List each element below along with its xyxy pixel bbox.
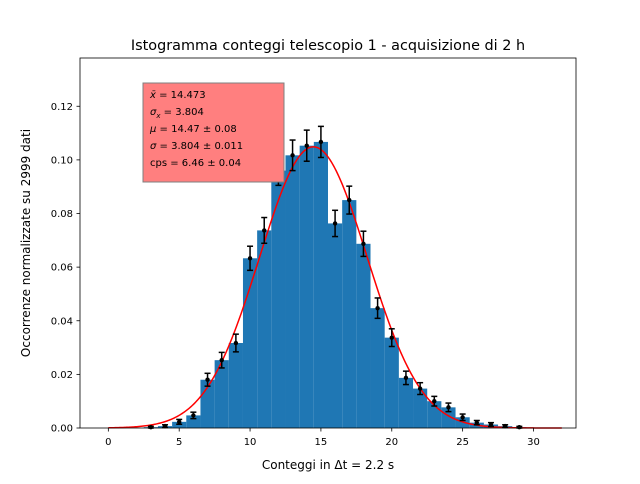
y-tick-label: 0.06 (51, 263, 73, 274)
data-point (474, 420, 479, 425)
stats-box-line: μ = 14.47 ± 0.08 (149, 124, 237, 135)
y-tick-label: 0.00 (51, 424, 73, 435)
stats-value: cps = 6.46 ± 0.04 (150, 158, 241, 169)
data-point (375, 305, 380, 311)
data-point (262, 228, 267, 233)
histogram-bar (242, 258, 258, 428)
x-axis: 0 5 10 15 20 25 30 (105, 428, 540, 448)
x-tick-label: 20 (385, 437, 398, 448)
stats-value: = 3.804 ± 0.011 (156, 141, 243, 152)
y-tick-label: 0.12 (51, 102, 73, 113)
stats-subscript: x (155, 112, 161, 120)
data-point (233, 340, 239, 346)
data-point (460, 415, 465, 420)
y-tick-label: 0.10 (51, 155, 73, 166)
fit-layer (108, 146, 562, 429)
data-point (517, 424, 522, 430)
stats-value: = 14.47 ± 0.08 (156, 124, 236, 135)
data-point (318, 139, 324, 145)
histogram-bar (285, 155, 300, 428)
y-tick-label: 0.02 (51, 370, 73, 381)
histogram-bar (186, 415, 201, 428)
data-point (304, 143, 309, 148)
data-point (247, 256, 253, 261)
plot-area-frame (79, 57, 577, 429)
stats-box-background (142, 82, 285, 183)
data-point (389, 335, 394, 340)
data-point (162, 423, 168, 429)
stats-symbol: σ (150, 141, 157, 152)
histogram-bar (370, 308, 385, 428)
data-point (432, 398, 437, 404)
histogram-bar (413, 388, 428, 428)
histogram-bar (299, 145, 314, 428)
histogram-bar (228, 343, 243, 428)
y-tick-label: 0.04 (51, 316, 73, 327)
histogram-bar (214, 360, 229, 428)
histogram-bar (328, 223, 343, 428)
histogram-bar (313, 141, 328, 428)
histogram-bar (441, 407, 456, 428)
data-point (205, 377, 210, 382)
error-bars-layer (147, 125, 523, 430)
histogram-bar (398, 377, 414, 428)
stats-box-line: σx = 3.804 (150, 107, 204, 120)
chart-title: Istogramma conteggi telescopio 1 - acqui… (131, 38, 525, 54)
data-point (148, 424, 154, 430)
data-point (177, 419, 182, 425)
data-point (502, 423, 508, 429)
y-axis-label: Occorrenze normalizzate su 2999 dati (19, 129, 33, 357)
x-tick-label: 5 (176, 437, 182, 448)
stats-symbol: x̄ (149, 90, 156, 101)
y-tick-label: 0.08 (51, 209, 73, 220)
histogram-bar (342, 200, 357, 428)
histogram-bar (384, 337, 399, 428)
data-point (488, 422, 494, 427)
data-point (361, 241, 366, 247)
histogram-bar (257, 230, 272, 428)
x-tick-label: 25 (456, 437, 469, 448)
stats-box-line: x̄ = 14.473 (149, 90, 206, 101)
x-tick-label: 15 (315, 437, 328, 448)
histogram-bar (271, 170, 286, 428)
data-point (290, 153, 295, 158)
data-point (219, 357, 224, 363)
stats-symbol: σ (150, 107, 157, 118)
data-point (347, 197, 352, 203)
gaussian-fit-curve (108, 146, 562, 429)
stats-value: = 14.473 (156, 90, 206, 101)
x-axis-label: Conteggi in Δt = 2.2 s (262, 458, 394, 472)
stats-symbol: μ (149, 124, 156, 135)
x-tick-label: 0 (105, 437, 111, 448)
stats-value: = 3.804 (161, 107, 204, 118)
stats-box-line: σ = 3.804 ± 0.011 (150, 141, 243, 152)
data-point (332, 221, 338, 226)
stats-box-line: cps = 6.46 ± 0.04 (150, 158, 241, 169)
data-point (403, 375, 409, 381)
bars-layer (143, 141, 527, 428)
data-point (446, 405, 451, 410)
y-axis: 0.00 0.02 0.04 0.06 0.08 0.10 0.12 (51, 102, 80, 435)
data-point (417, 386, 423, 391)
x-tick-label: 30 (527, 437, 540, 448)
histogram-bar (356, 243, 371, 428)
data-point (191, 413, 196, 418)
x-tick-label: 10 (244, 437, 257, 448)
